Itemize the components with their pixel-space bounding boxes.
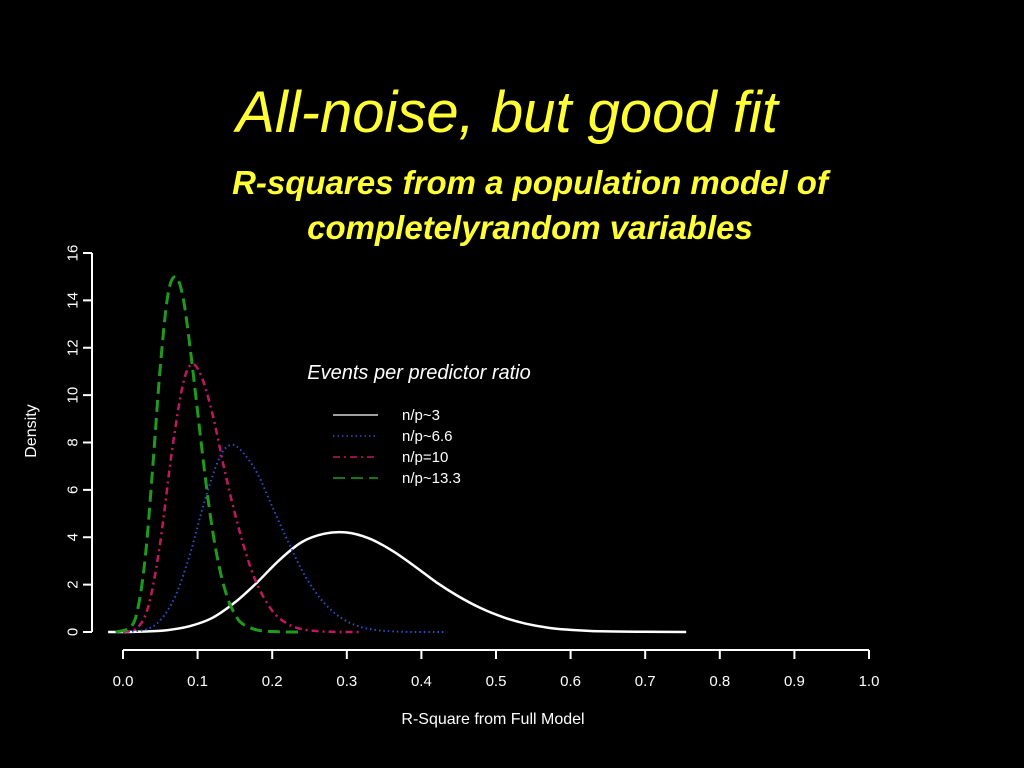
y-tick-label: 16 [65, 245, 82, 262]
x-tick-label: 0.7 [635, 673, 656, 690]
y-tick-label: 8 [65, 438, 82, 446]
x-tick-label: 0.2 [262, 673, 283, 690]
y-tick-label: 10 [65, 387, 82, 404]
x-axis: 0.0 0.1 0.2 0.3 0.4 0.5 0.6 0.7 0.8 0.9 1.0 [113, 649, 880, 690]
x-tick-label: 0.1 [187, 673, 208, 690]
x-tick-label: 0.9 [784, 673, 805, 690]
y-axis-label: Density [23, 404, 40, 457]
legend-label-4: n/p~13.3 [402, 470, 461, 487]
x-tick-label: 0.5 [486, 673, 507, 690]
x-tick-label: 0.8 [709, 673, 730, 690]
x-tick-label: 0.0 [113, 673, 134, 690]
legend-label-2: n/p~6.6 [402, 428, 452, 445]
series-line-4 [115, 275, 302, 634]
x-axis-label: R-Square from Full Model [401, 711, 584, 728]
legend-label-1: n/p~3 [402, 407, 440, 424]
y-tick-label: 0 [65, 628, 82, 636]
x-tick-label: 0.4 [411, 673, 432, 690]
y-tick-label: 2 [65, 580, 82, 588]
x-tick-label: 0.6 [560, 673, 581, 690]
series-layer [108, 275, 687, 634]
slide-subtitle-line-2: completelyrandom variables [307, 209, 753, 246]
y-tick-label: 12 [65, 339, 82, 356]
slide-subtitle-line-1: R-squares from a population model of [232, 164, 828, 201]
slide-title: All-noise, but good fit [236, 80, 778, 145]
series-line-1 [108, 530, 687, 634]
x-tick-label: 0.3 [336, 673, 357, 690]
x-tick-label: 1.0 [859, 673, 880, 690]
series-line-3 [122, 362, 362, 634]
y-tick-label: 6 [65, 486, 82, 494]
y-axis: 0 2 4 6 8 10 12 14 16 [65, 245, 93, 636]
series-line-2 [122, 443, 444, 634]
y-tick-label: 4 [65, 533, 82, 541]
slide-subtitle: R-squares from a population model of com… [130, 160, 930, 250]
legend-label-3: n/p=10 [402, 449, 448, 466]
y-tick-label: 14 [65, 292, 82, 309]
legend-title: Events per predictor ratio [307, 362, 530, 384]
legend: Events per predictor ratio n/p~3 n/p~6.6 n/… [307, 362, 530, 487]
